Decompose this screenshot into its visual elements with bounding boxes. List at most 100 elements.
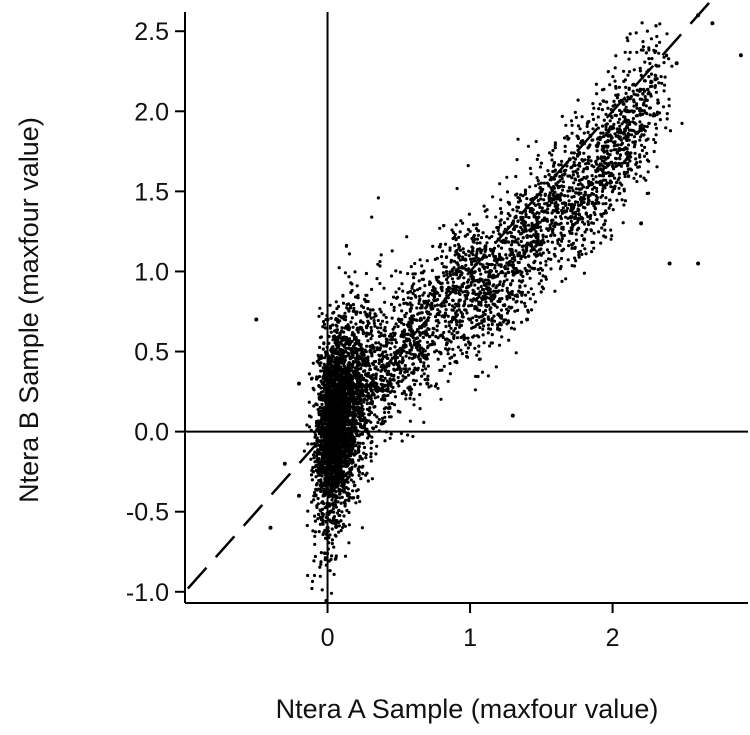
data-point bbox=[476, 242, 479, 245]
data-point bbox=[641, 21, 644, 24]
data-point bbox=[374, 341, 377, 344]
data-point bbox=[568, 240, 571, 243]
data-point bbox=[633, 100, 636, 103]
data-point bbox=[617, 162, 620, 165]
data-point bbox=[563, 169, 566, 172]
data-point bbox=[571, 244, 574, 247]
data-point bbox=[348, 493, 351, 496]
data-point bbox=[413, 356, 416, 359]
data-point bbox=[420, 332, 423, 335]
data-point bbox=[393, 379, 396, 382]
data-point bbox=[400, 309, 403, 312]
data-point bbox=[404, 397, 407, 400]
data-point bbox=[587, 158, 590, 161]
data-point bbox=[647, 57, 650, 60]
data-point bbox=[379, 370, 382, 373]
data-point bbox=[385, 430, 388, 433]
data-point bbox=[412, 403, 415, 406]
data-point bbox=[618, 157, 621, 160]
data-point bbox=[618, 125, 621, 128]
data-point bbox=[466, 356, 469, 359]
data-point bbox=[529, 241, 532, 244]
data-point bbox=[436, 304, 439, 307]
data-point bbox=[443, 274, 446, 277]
data-point bbox=[507, 309, 510, 312]
data-point bbox=[624, 51, 627, 54]
data-point bbox=[668, 104, 671, 107]
data-point bbox=[410, 344, 413, 347]
data-point bbox=[476, 375, 479, 378]
data-point bbox=[445, 294, 448, 297]
data-point bbox=[566, 175, 569, 178]
data-point bbox=[590, 139, 593, 142]
data-point bbox=[655, 65, 658, 68]
data-point bbox=[409, 334, 412, 337]
data-point bbox=[525, 197, 528, 200]
data-point bbox=[475, 315, 478, 318]
data-point bbox=[445, 308, 448, 311]
data-point bbox=[519, 257, 522, 260]
data-point bbox=[499, 198, 502, 201]
data-point bbox=[498, 300, 501, 303]
data-point bbox=[496, 291, 499, 294]
data-point bbox=[592, 247, 595, 250]
data-point bbox=[324, 599, 327, 602]
y-tick-label: 0.0 bbox=[134, 419, 169, 447]
data-point bbox=[409, 393, 412, 396]
data-point bbox=[601, 125, 604, 128]
data-point bbox=[390, 432, 393, 435]
data-point bbox=[400, 432, 403, 435]
data-point bbox=[477, 257, 480, 260]
data-point bbox=[622, 203, 625, 206]
data-point bbox=[468, 254, 471, 257]
data-point bbox=[328, 560, 331, 563]
data-point bbox=[454, 253, 457, 256]
data-point bbox=[458, 319, 461, 322]
data-point bbox=[504, 318, 507, 321]
data-point bbox=[658, 41, 661, 44]
data-point bbox=[426, 259, 429, 262]
data-point bbox=[535, 140, 538, 143]
data-point bbox=[445, 273, 448, 276]
data-point bbox=[386, 389, 389, 392]
data-point bbox=[380, 310, 383, 313]
data-point bbox=[507, 226, 510, 229]
data-point bbox=[592, 222, 595, 225]
data-point bbox=[454, 238, 457, 241]
data-point bbox=[589, 228, 592, 231]
data-point bbox=[609, 229, 612, 232]
data-point bbox=[376, 421, 379, 424]
data-point bbox=[620, 143, 623, 146]
data-point bbox=[542, 241, 545, 244]
data-point bbox=[461, 222, 464, 225]
data-point bbox=[311, 478, 314, 481]
data-point bbox=[587, 145, 590, 148]
data-point bbox=[532, 202, 535, 205]
data-point bbox=[655, 35, 658, 38]
data-point bbox=[485, 282, 488, 285]
data-point bbox=[595, 190, 598, 193]
data-point bbox=[342, 523, 345, 526]
data-point bbox=[667, 98, 670, 101]
data-point bbox=[373, 405, 376, 408]
data-point bbox=[550, 158, 553, 161]
data-point bbox=[546, 248, 549, 251]
data-point bbox=[566, 207, 569, 210]
data-point bbox=[497, 229, 500, 232]
data-point bbox=[477, 335, 480, 338]
data-point bbox=[375, 425, 378, 428]
data-point bbox=[452, 290, 455, 293]
data-point bbox=[496, 258, 499, 261]
data-point bbox=[389, 338, 392, 341]
data-point bbox=[604, 113, 607, 116]
data-point bbox=[418, 298, 421, 301]
data-point bbox=[482, 311, 485, 314]
data-point bbox=[622, 137, 625, 140]
data-point bbox=[459, 230, 462, 233]
data-point bbox=[444, 297, 447, 300]
data-point bbox=[593, 186, 596, 189]
data-point bbox=[497, 226, 500, 229]
data-point bbox=[340, 326, 343, 329]
data-point bbox=[558, 223, 561, 226]
data-point bbox=[625, 106, 628, 109]
